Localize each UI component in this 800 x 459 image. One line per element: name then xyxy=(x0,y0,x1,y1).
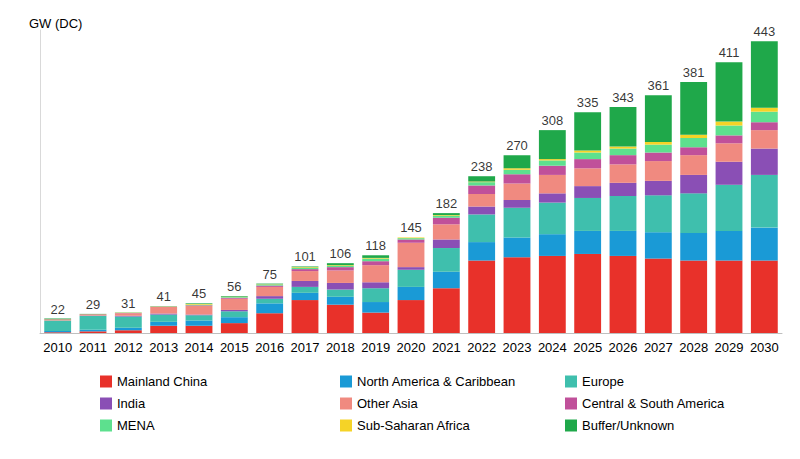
svg-text:MENA: MENA xyxy=(117,418,155,433)
svg-text:2029: 2029 xyxy=(715,340,744,355)
svg-text:361: 361 xyxy=(647,78,669,93)
svg-text:Other Asia: Other Asia xyxy=(357,396,418,411)
svg-text:335: 335 xyxy=(577,95,599,110)
svg-text:56: 56 xyxy=(227,279,241,294)
svg-text:2013: 2013 xyxy=(149,340,178,355)
svg-text:41: 41 xyxy=(156,289,170,304)
svg-text:29: 29 xyxy=(86,297,100,312)
svg-text:118: 118 xyxy=(365,238,386,253)
svg-text:2017: 2017 xyxy=(291,340,320,355)
svg-text:2016: 2016 xyxy=(255,340,284,355)
svg-text:270: 270 xyxy=(506,138,528,153)
svg-text:22: 22 xyxy=(50,302,64,317)
svg-text:106: 106 xyxy=(329,246,351,261)
svg-text:45: 45 xyxy=(192,286,206,301)
svg-text:101: 101 xyxy=(294,249,316,264)
svg-text:2022: 2022 xyxy=(467,340,496,355)
svg-text:Europe: Europe xyxy=(582,374,624,389)
svg-text:308: 308 xyxy=(541,113,563,128)
svg-text:2021: 2021 xyxy=(432,340,461,355)
svg-text:2019: 2019 xyxy=(361,340,390,355)
svg-text:Buffer/Unknown: Buffer/Unknown xyxy=(582,418,674,433)
svg-text:2014: 2014 xyxy=(185,340,214,355)
svg-text:2010: 2010 xyxy=(43,340,72,355)
svg-text:381: 381 xyxy=(683,65,705,80)
svg-text:145: 145 xyxy=(400,220,422,235)
svg-text:2020: 2020 xyxy=(397,340,426,355)
svg-text:North America & Caribbean: North America & Caribbean xyxy=(357,374,515,389)
svg-text:2011: 2011 xyxy=(79,340,107,355)
svg-text:238: 238 xyxy=(471,159,493,174)
svg-text:2026: 2026 xyxy=(609,340,638,355)
svg-text:2023: 2023 xyxy=(503,340,532,355)
svg-text:182: 182 xyxy=(435,196,457,211)
svg-text:Mainland China: Mainland China xyxy=(117,374,208,389)
svg-text:343: 343 xyxy=(612,90,634,105)
svg-text:2027: 2027 xyxy=(644,340,673,355)
svg-text:Sub-Saharan Africa: Sub-Saharan Africa xyxy=(357,418,471,433)
svg-text:2024: 2024 xyxy=(538,340,567,355)
svg-text:2012: 2012 xyxy=(114,340,143,355)
svg-text:31: 31 xyxy=(121,296,135,311)
svg-text:Central & South America: Central & South America xyxy=(582,396,725,411)
svg-text:GW (DC): GW (DC) xyxy=(29,16,82,31)
svg-text:443: 443 xyxy=(753,24,775,39)
svg-text:2018: 2018 xyxy=(326,340,355,355)
svg-text:India: India xyxy=(117,396,146,411)
svg-text:2025: 2025 xyxy=(573,340,602,355)
svg-text:411: 411 xyxy=(719,45,740,60)
svg-text:2015: 2015 xyxy=(220,340,249,355)
svg-text:2030: 2030 xyxy=(750,340,779,355)
svg-text:2028: 2028 xyxy=(679,340,708,355)
svg-text:75: 75 xyxy=(262,267,276,282)
